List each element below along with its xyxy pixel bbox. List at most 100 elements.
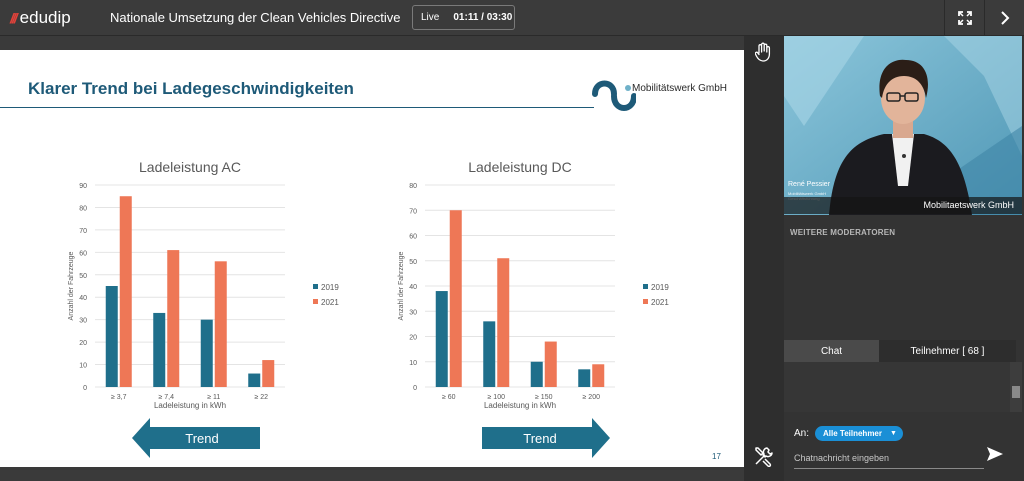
bar-2019 bbox=[483, 321, 496, 387]
y-tick-label: 40 bbox=[409, 284, 417, 291]
legend-label: 2019 bbox=[651, 283, 669, 292]
chevron-right-icon bbox=[1000, 11, 1009, 25]
y-axis-label: Anzahl der Fahrzeuge bbox=[398, 251, 405, 320]
recipient-select[interactable]: Alle Teilnehmer ▼ bbox=[815, 426, 903, 441]
bar-2021 bbox=[214, 261, 227, 387]
raise-hand-button[interactable] bbox=[752, 40, 776, 64]
legend-label: 2021 bbox=[321, 298, 339, 307]
tool-strip bbox=[744, 36, 784, 481]
x-axis-label: Ladeleistung in kWh bbox=[154, 401, 226, 410]
y-tick-label: 80 bbox=[409, 183, 417, 190]
legend-label: 2019 bbox=[321, 283, 339, 292]
y-tick-label: 80 bbox=[79, 205, 87, 212]
x-tick-label: ≥ 60 bbox=[442, 394, 456, 401]
x-tick-label: ≥ 7,4 bbox=[158, 394, 174, 401]
live-timer: Live 01:11 / 03:30 bbox=[412, 5, 515, 30]
chat-messages-area bbox=[784, 362, 1010, 412]
send-icon bbox=[987, 447, 1003, 461]
live-label: Live bbox=[421, 12, 440, 23]
chart-title: Ladeleistung DC bbox=[468, 159, 572, 175]
chat-tabs: Chat Teilnehmer [ 68 ] bbox=[784, 340, 1016, 362]
y-tick-label: 20 bbox=[79, 340, 87, 347]
bar-2021 bbox=[497, 258, 510, 387]
bar-2021 bbox=[544, 341, 557, 387]
chart-svg: Ladeleistung DC 0 10 20 30 40 50 60 70 80 ≥ 60 ≥ 10… bbox=[398, 159, 669, 410]
recipient-value: Alle Teilnehmer bbox=[823, 429, 882, 438]
y-tick-label: 10 bbox=[409, 360, 417, 367]
chat-scrollbar-thumb[interactable] bbox=[1012, 386, 1020, 398]
legend-swatch-2021 bbox=[313, 299, 318, 304]
x-tick-label: ≥ 22 bbox=[254, 394, 268, 401]
webinar-title: Nationale Umsetzung der Clean Vehicles D… bbox=[110, 10, 401, 25]
presenter-org-bar: Mobilitaetswerk GmbH bbox=[784, 197, 1022, 214]
y-tick-label: 40 bbox=[79, 295, 87, 302]
x-tick-label: ≥ 150 bbox=[535, 394, 553, 401]
brand-name: edudip bbox=[19, 8, 71, 27]
logo-text: Mobilitätswerk GmbH bbox=[632, 83, 728, 94]
fullscreen-icon bbox=[957, 11, 972, 25]
y-tick-label: 70 bbox=[409, 208, 417, 215]
mobilitaetswerk-logo-icon bbox=[592, 80, 636, 111]
bar-2021 bbox=[119, 196, 132, 387]
trend-arrow-right-label: Trend bbox=[523, 431, 556, 446]
recipient-row: An: Alle Teilnehmer ▼ bbox=[794, 426, 903, 441]
bar-2021 bbox=[262, 360, 275, 387]
y-tick-label: 50 bbox=[409, 259, 417, 266]
mobilitaetswerk-logo: Mobilitätswerk GmbH bbox=[592, 76, 737, 116]
elapsed-time: 01:11 / 03:30 bbox=[453, 12, 513, 23]
fullscreen-button[interactable] bbox=[944, 0, 984, 36]
y-tick-label: 30 bbox=[409, 309, 417, 316]
y-tick-label: 30 bbox=[79, 318, 87, 325]
legend-swatch-2021 bbox=[643, 299, 648, 304]
trend-arrow-right: Trend bbox=[482, 418, 610, 458]
tools-button[interactable] bbox=[752, 444, 776, 468]
chart-dc: Ladeleistung DC 0 10 20 30 40 50 60 70 80 ≥ 60 ≥ 10… bbox=[390, 155, 680, 415]
bar-2019 bbox=[248, 373, 261, 387]
chart-title: Ladeleistung AC bbox=[139, 159, 241, 175]
recipient-label: An: bbox=[794, 428, 810, 439]
x-tick-label: ≥ 200 bbox=[583, 394, 601, 401]
y-tick-label: 50 bbox=[79, 273, 87, 280]
chat-message-input[interactable] bbox=[794, 447, 984, 469]
y-tick-label: 10 bbox=[79, 363, 87, 370]
trend-arrow-left-label: Trend bbox=[185, 431, 218, 446]
bar-2019 bbox=[200, 319, 213, 387]
bar-2021 bbox=[592, 364, 605, 387]
slide-page-number: 17 bbox=[712, 452, 721, 461]
legend-swatch-2019 bbox=[313, 284, 318, 289]
y-axis-label: Anzahl der Fahrzeuge bbox=[68, 251, 75, 320]
top-bar: /// edudip Nationale Umsetzung der Clean… bbox=[0, 0, 1024, 36]
y-tick-label: 60 bbox=[79, 250, 87, 257]
presenter-org-small-text: Mobilitätswerk GmbH bbox=[788, 191, 827, 196]
legend-swatch-2019 bbox=[643, 284, 648, 289]
chart-svg: Ladeleistung AC 0 10 20 30 40 50 60 70 80 90 ≥ 3,7 ≥… bbox=[68, 159, 339, 410]
x-tick-label: ≥ 100 bbox=[488, 394, 506, 401]
y-tick-label: 60 bbox=[409, 234, 417, 241]
edudip-logo-mark-icon: /// bbox=[10, 10, 18, 26]
collapse-panel-button[interactable] bbox=[984, 0, 1024, 36]
edudip-logo: /// edudip bbox=[10, 8, 71, 28]
send-button[interactable] bbox=[986, 446, 1006, 464]
right-panel: René Pessier Mobilitätswerk GmbH Geschäf… bbox=[784, 36, 1024, 481]
bar-2019 bbox=[578, 369, 591, 387]
bar-2019 bbox=[105, 286, 118, 387]
chevron-down-icon: ▼ bbox=[890, 430, 897, 437]
x-tick-label: ≥ 11 bbox=[207, 394, 220, 401]
bar-2019 bbox=[530, 361, 543, 387]
legend-label: 2021 bbox=[651, 298, 669, 307]
y-tick-label: 90 bbox=[79, 183, 87, 190]
tab-chat[interactable]: Chat bbox=[784, 340, 879, 362]
bar-2021 bbox=[167, 250, 180, 387]
bar-2021 bbox=[449, 210, 462, 387]
y-tick-label: 70 bbox=[79, 228, 87, 235]
hand-icon bbox=[755, 42, 771, 62]
bar-2019 bbox=[153, 312, 166, 387]
moderators-header: WEITERE MODERATOREN bbox=[790, 228, 896, 237]
x-axis-label: Ladeleistung in kWh bbox=[484, 401, 556, 410]
presentation-slide: Klarer Trend bei Ladegeschwindigkeiten M… bbox=[0, 50, 744, 467]
title-underline bbox=[0, 107, 594, 108]
presenter-video: René Pessier Mobilitätswerk GmbH Geschäf… bbox=[784, 36, 1022, 215]
tab-participants[interactable]: Teilnehmer [ 68 ] bbox=[879, 340, 1016, 362]
chart-ac: Ladeleistung AC 0 10 20 30 40 50 60 70 80 90 ≥ 3,7 ≥… bbox=[60, 155, 350, 415]
x-tick-label: ≥ 3,7 bbox=[111, 394, 127, 401]
